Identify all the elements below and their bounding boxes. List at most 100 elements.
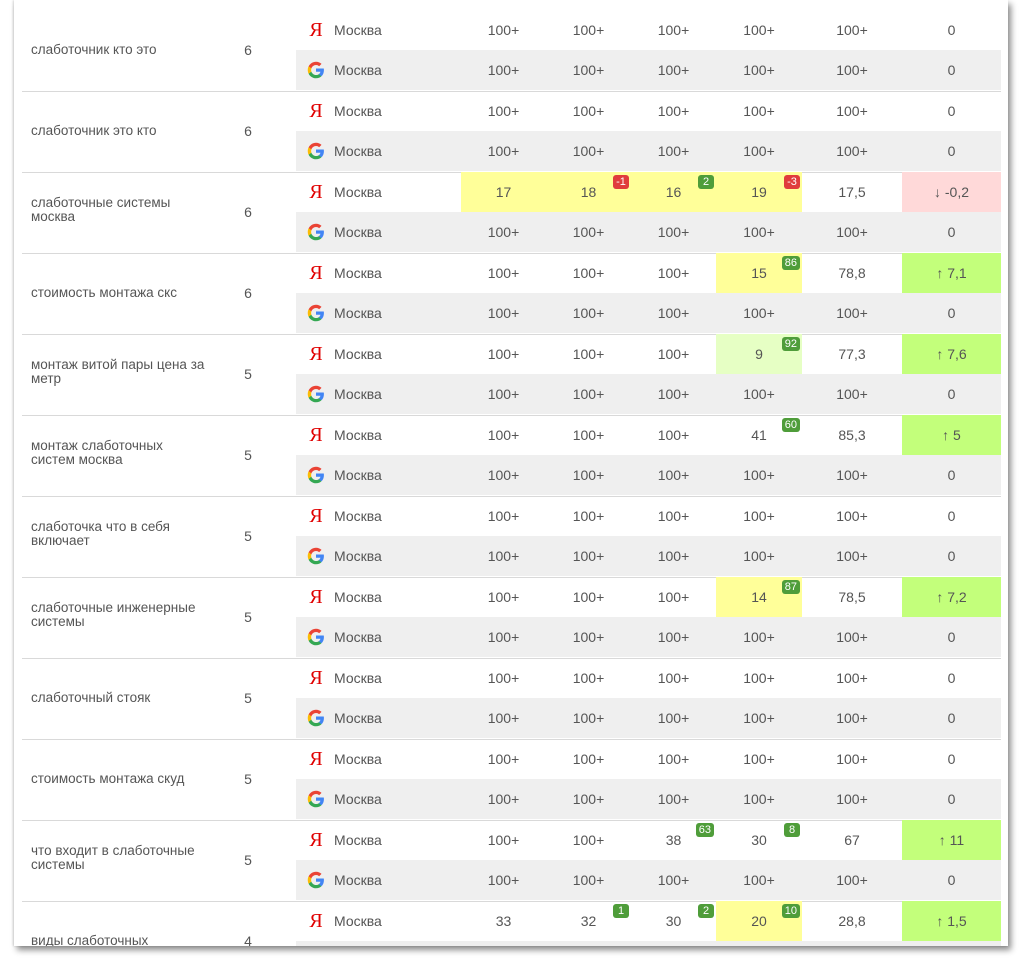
yandex-row: Я Москва 100+ 100+ 100+ 100+ 100+ 0	[296, 739, 1001, 779]
position-cell: 100+	[461, 577, 546, 617]
position-cell: 100+	[461, 860, 546, 900]
position-cell: 100+	[546, 860, 631, 900]
average-change: 0	[947, 872, 956, 888]
position-cell: 100+	[631, 739, 716, 779]
google-row: Москва 100+ 100+ 100+ 100+ 100+ 0	[296, 860, 1001, 900]
position-value: 100+	[487, 872, 520, 888]
average-change: ↑ 7,1	[902, 253, 1001, 293]
yandex-icon: Я	[306, 20, 326, 40]
position-value: 16	[665, 184, 682, 200]
position-value: 100+	[743, 710, 775, 726]
frequency-value: 6	[244, 204, 252, 220]
yandex-icon: Я	[306, 182, 326, 202]
position-value: 100+	[572, 346, 605, 362]
position-cell: 100+	[716, 50, 802, 90]
frequency-value: 4	[244, 933, 252, 946]
position-cell: 100+	[631, 374, 716, 414]
position-cell: 100+	[461, 415, 546, 455]
average-position: 78,5	[838, 589, 866, 605]
position-cell: 100+	[461, 941, 546, 946]
row-divider	[22, 820, 1001, 821]
region-label: Москва	[334, 265, 382, 281]
position-value: 100+	[657, 791, 690, 807]
row-divider	[22, 415, 1001, 416]
position-cell: 100+	[546, 334, 631, 374]
position-value: 100+	[657, 427, 690, 443]
keyword-group: слаботочные инженерные системы 5 Я Москва 10…	[22, 577, 1001, 658]
position-cell: 100+	[716, 212, 802, 252]
region-label: Москва	[334, 670, 382, 686]
keyword-label: слаботочник это кто	[31, 123, 157, 138]
position-value: 100+	[572, 832, 605, 848]
position-change-badge: 2	[698, 175, 714, 189]
average-change: 0	[947, 791, 956, 807]
position-value: 100+	[572, 710, 605, 726]
position-value: 100+	[572, 427, 605, 443]
yandex-logo-glyph: Я	[309, 19, 323, 41]
position-cell: 100+	[546, 496, 631, 536]
yandex-logo-glyph: Я	[309, 262, 323, 284]
position-value: 17	[495, 184, 512, 200]
position-value: 100+	[743, 224, 775, 240]
position-value: 100+	[657, 305, 690, 321]
position-cell: 100+	[546, 212, 631, 252]
frequency-value: 6	[244, 285, 252, 301]
position-value: 100+	[572, 22, 605, 38]
position-value: 100+	[743, 629, 775, 645]
position-change-badge: 10	[781, 904, 800, 918]
row-divider	[22, 253, 1001, 254]
position-value: 100+	[487, 629, 520, 645]
yandex-row: Я Москва 100+ 100+ 100+ 9 92 77,3 ↑ 7,6	[296, 334, 1001, 374]
position-value: 14	[751, 589, 767, 605]
average-change: 0	[947, 670, 956, 686]
position-cell: 100+	[716, 536, 802, 576]
google-row: Москва 100+ 100+ 100+ 100+ 100+ 0	[296, 50, 1001, 90]
frequency-value: 5	[244, 447, 252, 463]
position-cell: 18 -1	[546, 172, 631, 212]
position-cell: 100+	[631, 455, 716, 495]
average-position: 100+	[836, 103, 868, 119]
position-value: 100+	[487, 224, 520, 240]
average-position: 67	[844, 832, 860, 848]
region-label: Москва	[334, 832, 382, 848]
yandex-row: Я Москва 100+ 100+ 100+ 100+ 100+ 0	[296, 496, 1001, 536]
position-cell: 100+	[461, 212, 546, 252]
position-change-badge: 1	[613, 904, 629, 918]
position-value: 100+	[743, 305, 775, 321]
position-cell: 100+	[631, 91, 716, 131]
average-change: 0	[902, 941, 1001, 946]
position-cell: 100+	[631, 334, 716, 374]
region-label: Москва	[334, 872, 382, 888]
position-cell: 100+	[461, 820, 546, 860]
position-cell: 100+	[461, 293, 546, 333]
yandex-row: Я Москва 100+ 100+ 100+ 100+ 100+ 0	[296, 91, 1001, 131]
row-divider	[22, 901, 1001, 902]
rankings-table: слаботочник кто это 6 Я Москва 100+ 100+ 100+ 1…	[14, 0, 1008, 946]
average-position: 100+	[836, 467, 868, 483]
average-position: 100+	[836, 548, 868, 564]
position-value: 100+	[572, 143, 605, 159]
position-cell: 17	[461, 172, 546, 212]
google-icon	[306, 870, 326, 890]
keyword-group: слаботочник кто это 6 Я Москва 100+ 100+ 100+ 1…	[22, 10, 1001, 91]
position-cell: 100+	[546, 10, 631, 50]
yandex-logo-glyph: Я	[309, 748, 323, 770]
position-cell: 100+	[461, 617, 546, 657]
position-value: 100+	[572, 629, 605, 645]
frequency-value: 5	[244, 609, 252, 625]
position-cell: 100+	[546, 374, 631, 414]
position-value: 100+	[487, 62, 520, 78]
keyword-group: стоимость монтажа скс 6 Я Москва 100+ 100+ 100…	[22, 253, 1001, 334]
keyword-label: слаботочка что в себя включает	[31, 519, 170, 548]
keyword-label: слаботочные инженерные системы	[31, 600, 196, 629]
keyword-label: что входит в слаботочные системы	[31, 843, 195, 872]
position-cell: 100+	[546, 617, 631, 657]
position-value: 100+	[487, 143, 520, 159]
average-position: 77,3	[838, 346, 866, 362]
position-value: 100+	[487, 265, 520, 281]
position-value: 100+	[743, 22, 775, 38]
row-divider	[22, 496, 1001, 497]
row-divider	[22, 658, 1001, 659]
region-label: Москва	[334, 941, 382, 946]
position-value: 100+	[487, 670, 520, 686]
